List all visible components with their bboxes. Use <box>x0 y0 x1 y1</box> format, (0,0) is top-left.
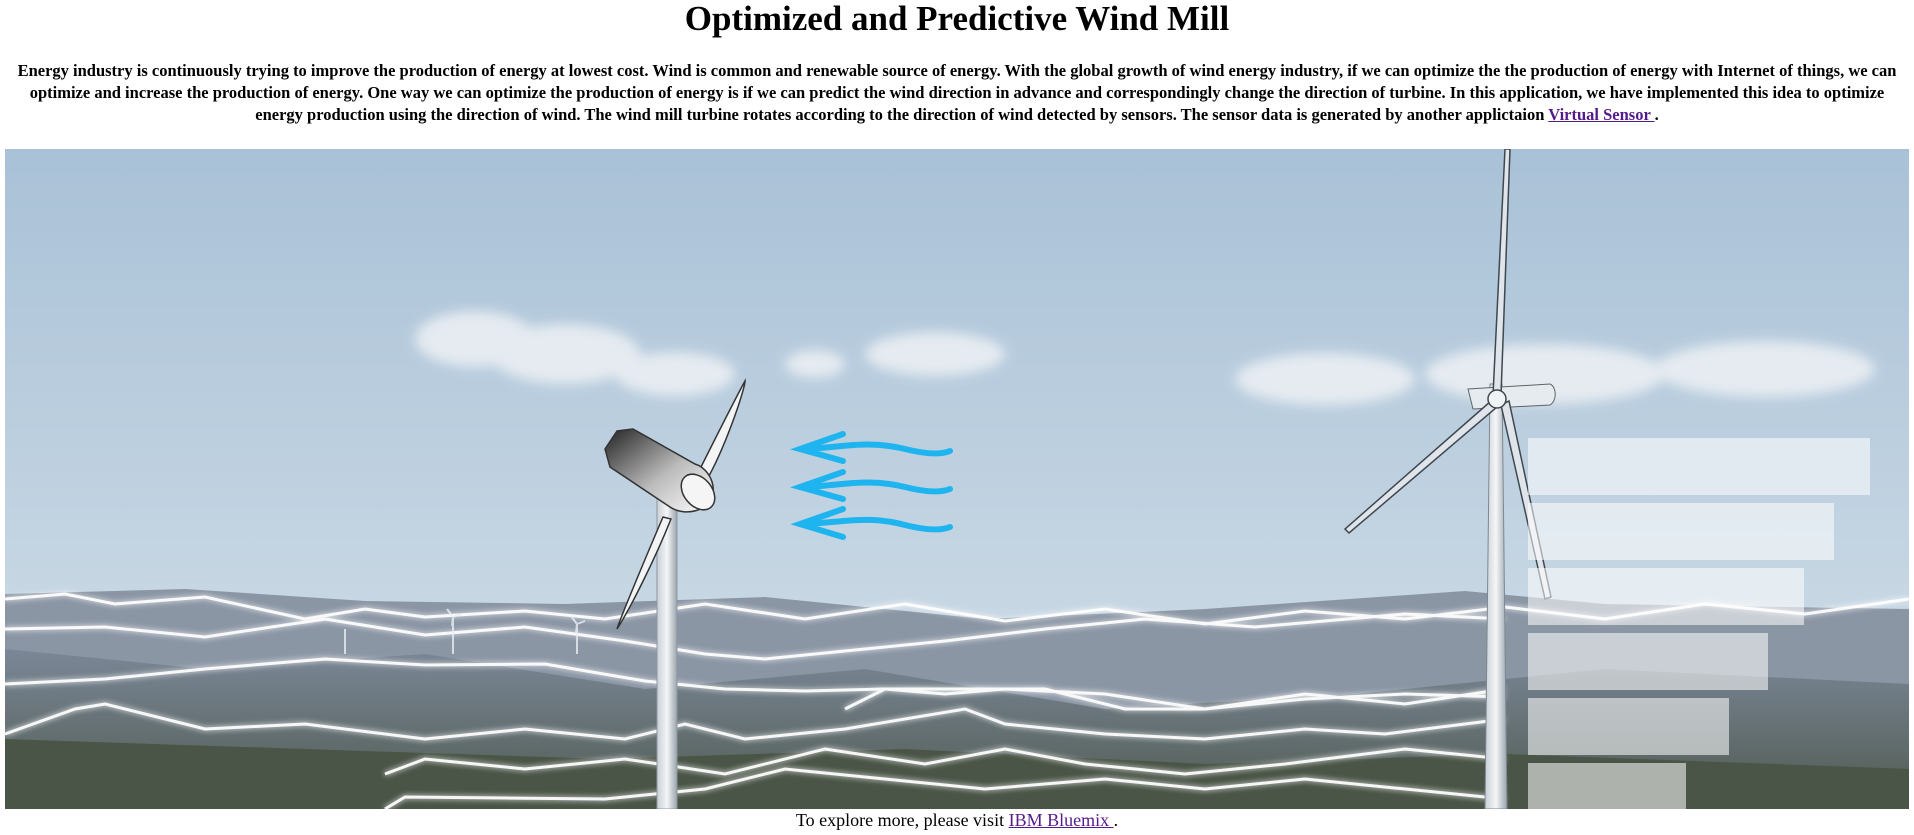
level-bar <box>1528 633 1768 690</box>
ibm-bluemix-link[interactable]: IBM Bluemix <box>1009 810 1114 830</box>
level-bar <box>1528 763 1686 809</box>
level-bar <box>1528 568 1804 625</box>
footer-text: To explore more, please visit <box>796 810 1009 830</box>
intro-paragraph: Energy industry is continuously trying t… <box>6 60 1908 126</box>
wind-mill-scene <box>5 149 1909 809</box>
intro-end: . <box>1655 105 1659 124</box>
level-bar <box>1528 503 1834 560</box>
footer-end: . <box>1114 810 1119 830</box>
level-bar <box>1528 438 1870 495</box>
level-bar <box>1528 698 1729 755</box>
footer: To explore more, please visit IBM Bluemi… <box>0 808 1914 832</box>
virtual-sensor-link[interactable]: Virtual Sensor <box>1548 105 1654 124</box>
page-title: Optimized and Predictive Wind Mill <box>0 0 1914 38</box>
